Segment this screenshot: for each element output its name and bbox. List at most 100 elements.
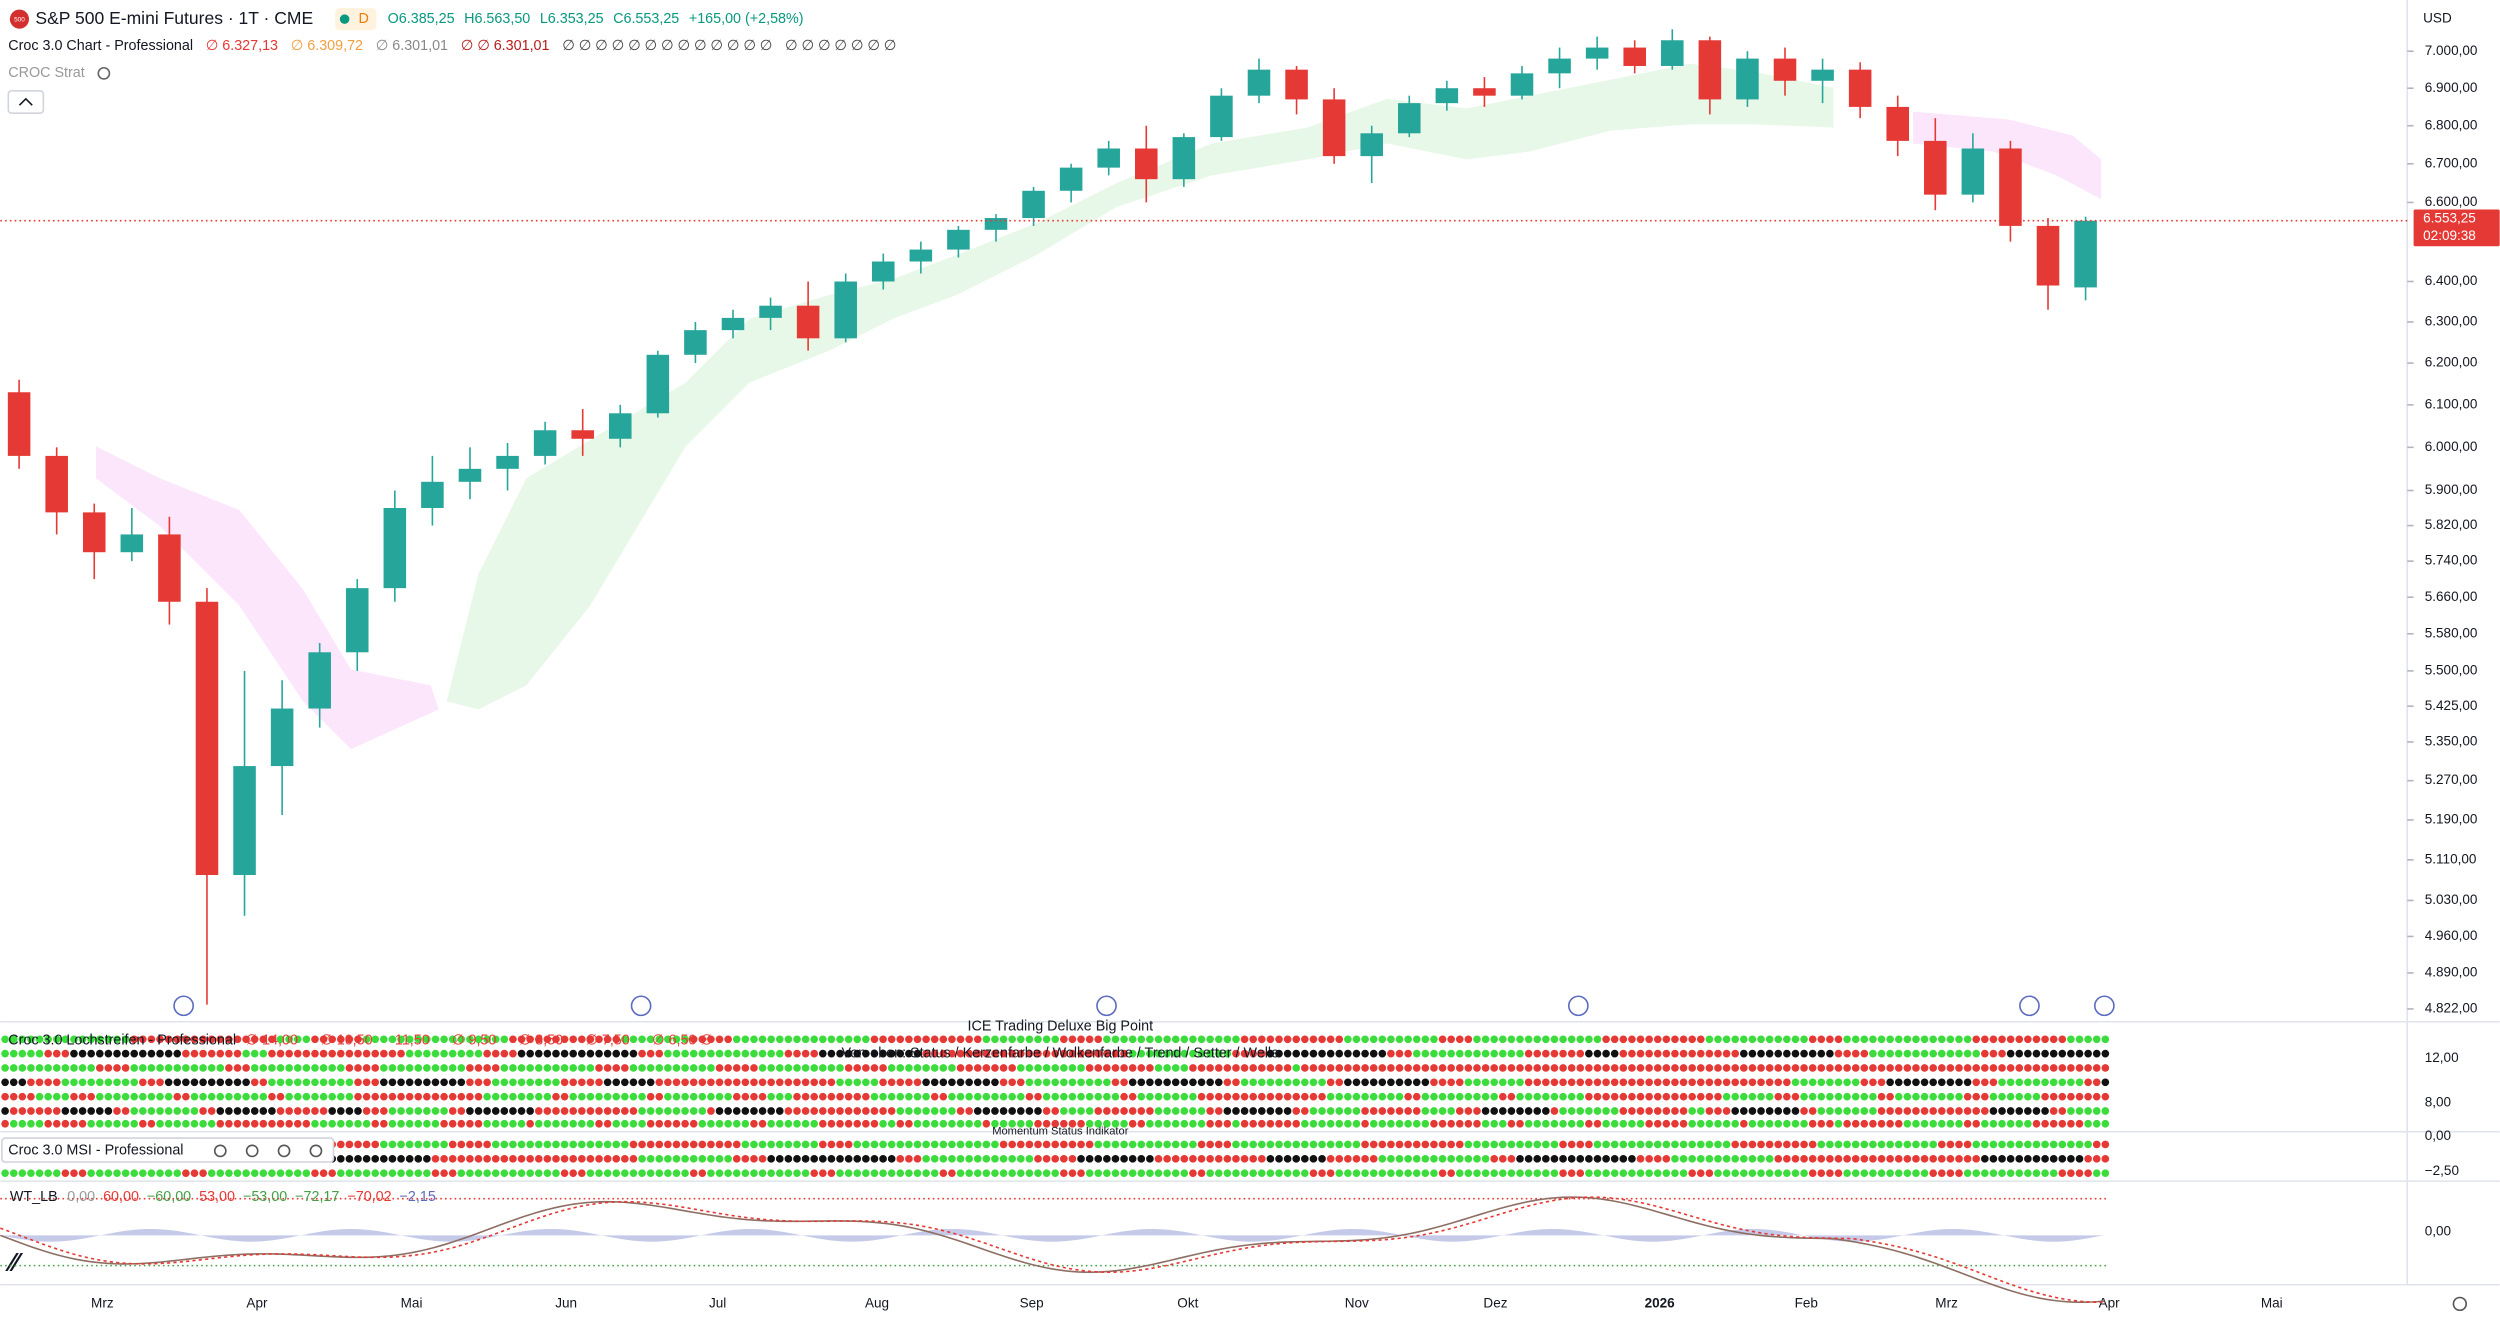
status-dot — [801, 1107, 810, 1115]
status-dot — [870, 1049, 879, 1058]
status-dot — [922, 1169, 930, 1177]
status-dot — [543, 1049, 552, 1058]
status-dot — [1120, 1119, 1128, 1128]
status-dot — [285, 1119, 293, 1128]
status-dot — [182, 1107, 190, 1115]
status-dot — [1361, 1169, 1369, 1177]
status-dot — [1059, 1049, 1068, 1058]
status-dot — [1843, 1140, 1851, 1149]
status-dot — [879, 1107, 887, 1115]
event-icon[interactable] — [2019, 995, 2040, 1017]
status-dot — [793, 1078, 801, 1087]
status-dot — [887, 1078, 896, 1087]
status-dot — [1034, 1107, 1042, 1115]
status-dot — [2024, 1140, 2032, 1149]
status-dot — [1128, 1107, 1137, 1115]
status-dot — [121, 1092, 130, 1101]
status-dot — [233, 1169, 242, 1177]
status-dot — [1395, 1140, 1404, 1149]
status-dot — [844, 1035, 853, 1044]
status-dot — [1464, 1119, 1473, 1128]
event-icon[interactable] — [630, 995, 652, 1017]
status-dot — [1645, 1169, 1653, 1177]
status-dot — [440, 1119, 448, 1128]
legend-button[interactable] — [277, 1144, 291, 1158]
status-dot — [1068, 1140, 1077, 1149]
legend-button[interactable] — [309, 1144, 323, 1158]
status-dot — [52, 1064, 61, 1072]
status-dot — [44, 1035, 52, 1044]
status-dot — [1645, 1140, 1653, 1149]
status-dot — [431, 1119, 440, 1128]
status-dot — [534, 1078, 543, 1087]
status-dot — [1817, 1035, 1826, 1044]
status-dot — [397, 1154, 405, 1163]
status-dot — [1068, 1107, 1077, 1115]
status-dot — [1292, 1140, 1301, 1149]
status-dot — [750, 1107, 758, 1115]
event-icon[interactable] — [2094, 995, 2115, 1017]
status-dot — [2092, 1107, 2101, 1115]
status-dot — [517, 1107, 526, 1115]
status-dot — [973, 1064, 982, 1072]
legend-button[interactable] — [213, 1144, 227, 1158]
status-dot — [319, 1092, 328, 1101]
status-dot — [930, 1169, 939, 1177]
status-dot — [78, 1169, 87, 1177]
status-dot — [612, 1119, 621, 1128]
status-dot — [1077, 1140, 1085, 1149]
status-dot — [672, 1035, 681, 1044]
status-dot — [440, 1049, 448, 1058]
event-icon[interactable] — [1567, 995, 1589, 1017]
status-dot — [1619, 1092, 1628, 1101]
status-dot — [930, 1092, 939, 1101]
status-dot — [276, 1035, 285, 1044]
status-dot — [1955, 1107, 1963, 1115]
status-dot — [1955, 1169, 1963, 1177]
status-dot — [78, 1092, 87, 1101]
status-dot — [1077, 1119, 1085, 1128]
status-dot — [1352, 1064, 1361, 1072]
status-dot — [328, 1092, 337, 1101]
candle-body — [1022, 190, 1045, 219]
candle-body — [120, 534, 144, 553]
panel-caption: ICE Trading Deluxe Big Point — [968, 1018, 1154, 1034]
status-dot — [1903, 1107, 1912, 1115]
status-dot — [526, 1107, 534, 1115]
currency[interactable]: USD — [2423, 11, 2452, 26]
status-dot — [913, 1078, 922, 1087]
price-tick-label: 5.425,00 — [2425, 698, 2478, 713]
status-dot — [1395, 1119, 1404, 1128]
status-dot — [1301, 1140, 1309, 1149]
status-dot — [1146, 1035, 1154, 1044]
collapse-button[interactable] — [7, 90, 45, 114]
status-dot — [440, 1140, 448, 1149]
status-dot — [1576, 1049, 1585, 1058]
status-dot — [328, 1078, 337, 1087]
event-icon[interactable] — [1096, 995, 1117, 1017]
status-dot — [603, 1140, 612, 1149]
event-icon[interactable] — [173, 995, 194, 1017]
status-dot — [1542, 1154, 1550, 1163]
status-dot — [2084, 1035, 2092, 1044]
status-dot — [552, 1035, 560, 1044]
status-dot — [560, 1049, 569, 1058]
status-dot — [1292, 1119, 1301, 1128]
status-dot — [2041, 1107, 2049, 1115]
status-dot — [965, 1140, 973, 1149]
status-dot — [1903, 1035, 1912, 1044]
status-dot — [509, 1078, 517, 1087]
status-dot — [190, 1049, 199, 1058]
status-dot — [1490, 1154, 1499, 1163]
status-dot — [1352, 1140, 1361, 1149]
status-dot — [1774, 1078, 1783, 1087]
legend-button[interactable] — [245, 1144, 259, 1158]
status-dot — [95, 1035, 104, 1044]
status-dot — [689, 1035, 698, 1044]
settings-icon[interactable] — [2452, 1296, 2468, 1312]
status-dot — [1894, 1092, 1903, 1101]
status-dot — [1490, 1169, 1499, 1177]
status-dot — [1318, 1049, 1326, 1058]
status-dot — [1154, 1035, 1163, 1044]
price-tick-label: 4.960,00 — [2425, 928, 2478, 943]
